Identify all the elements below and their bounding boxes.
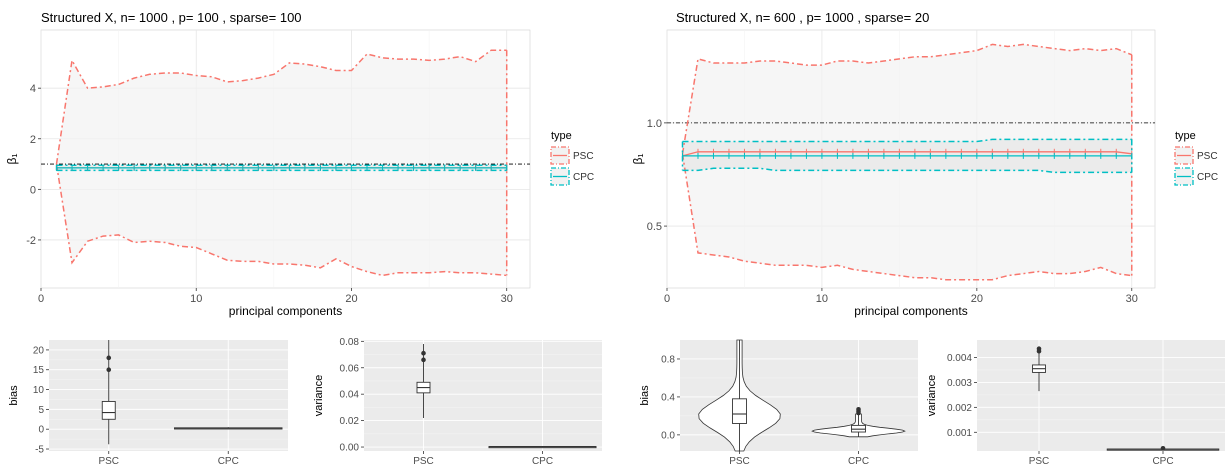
y-axis-label: bias <box>8 385 20 406</box>
outlier-point <box>1160 445 1166 451</box>
x-tick-label: CPC <box>218 456 239 467</box>
y-tick-label: 0.0 <box>661 430 675 441</box>
outlier-point <box>421 350 426 356</box>
outlier-point <box>421 357 426 363</box>
y-tick-label: 10 <box>33 385 45 396</box>
psc-lower-line <box>55 163 507 277</box>
y-tick-label: 0.06 <box>340 363 360 374</box>
x-tick-label: PSC <box>729 456 750 467</box>
x-tick-label: CPC <box>848 456 869 467</box>
x-tick-label: 20 <box>971 293 983 305</box>
plot-panel <box>364 340 602 451</box>
x-tick-label: 10 <box>190 293 202 305</box>
y-tick-label: 5 <box>38 405 44 416</box>
y-tick-label: 0.002 <box>947 403 972 414</box>
legend-title: type <box>1175 130 1196 142</box>
y-tick-label: 0.08 <box>340 337 360 348</box>
y-axis-label: β₁ <box>5 154 19 165</box>
outlier-point <box>1036 348 1042 354</box>
y-tick-label: 0 <box>38 425 44 436</box>
y-axis-label: variance <box>926 375 938 417</box>
x-tick-label: 10 <box>816 293 828 305</box>
outlier-point <box>856 410 861 416</box>
psc-lower-line <box>681 153 1132 281</box>
x-tick-label: 30 <box>1126 293 1138 305</box>
x-tick-label: PSC <box>1029 456 1050 467</box>
x-tick-label: PSC <box>98 456 119 467</box>
chart-title: Structured X, n= 600 , p= 1000 , sparse=… <box>676 10 929 25</box>
plot-panel <box>977 340 1225 451</box>
legend-title: type <box>551 130 572 142</box>
x-tick-label: PSC <box>413 456 434 467</box>
psc-upper-line <box>55 49 507 165</box>
y-tick-label: 15 <box>33 365 45 376</box>
legend-label-psc: PSC <box>1197 151 1218 162</box>
x-axis-label: principal components <box>854 304 967 318</box>
x-tick-label: 0 <box>38 293 44 305</box>
y-tick-label: 0.001 <box>947 428 972 439</box>
y-tick-label: 0.5 <box>647 221 662 233</box>
box-psc <box>732 398 747 424</box>
x-tick-label: 20 <box>345 293 357 305</box>
y-axis-label: bias <box>639 385 651 406</box>
y-tick-label: 0.02 <box>340 416 360 427</box>
y-axis-label: variance <box>313 375 325 417</box>
legend-label-cpc: CPC <box>573 172 594 183</box>
psc-mean-line <box>682 151 1132 157</box>
y-tick-label: 0.04 <box>340 390 360 401</box>
y-tick-label: 20 <box>33 345 45 356</box>
y-tick-label: 0.00 <box>340 443 360 454</box>
y-tick-label: 0.4 <box>661 392 675 403</box>
y-axis-label: β₁ <box>631 154 645 165</box>
plot-panel <box>49 340 288 451</box>
legend-label-psc: PSC <box>573 151 594 162</box>
x-tick-label: 0 <box>664 293 670 305</box>
y-tick-label: 0.8 <box>661 354 675 365</box>
x-tick-label: 30 <box>501 293 513 305</box>
y-tick-label: 0.004 <box>947 353 972 364</box>
chart-title: Structured X, n= 1000 , p= 100 , sparse=… <box>41 10 302 25</box>
y-tick-label: 4 <box>30 83 36 95</box>
psc-band-fill <box>56 50 507 276</box>
x-tick-label: CPC <box>532 456 553 467</box>
y-tick-label: -5 <box>35 445 44 456</box>
outlier-point <box>106 367 112 373</box>
y-tick-label: 0 <box>30 184 36 196</box>
x-tick-label: CPC <box>1152 456 1173 467</box>
y-tick-label: -2 <box>26 235 36 247</box>
y-tick-label: 2 <box>30 134 36 146</box>
y-tick-label: 0.003 <box>947 378 972 389</box>
outlier-point <box>106 355 112 361</box>
box-psc <box>101 400 116 420</box>
psc-upper-line <box>681 43 1133 154</box>
y-tick-label: 1.0 <box>647 118 662 130</box>
cpc-lower-line <box>682 167 1132 174</box>
legend-label-cpc: CPC <box>1197 172 1218 183</box>
cpc-upper-line <box>682 138 1132 143</box>
x-axis-label: principal components <box>229 304 342 318</box>
